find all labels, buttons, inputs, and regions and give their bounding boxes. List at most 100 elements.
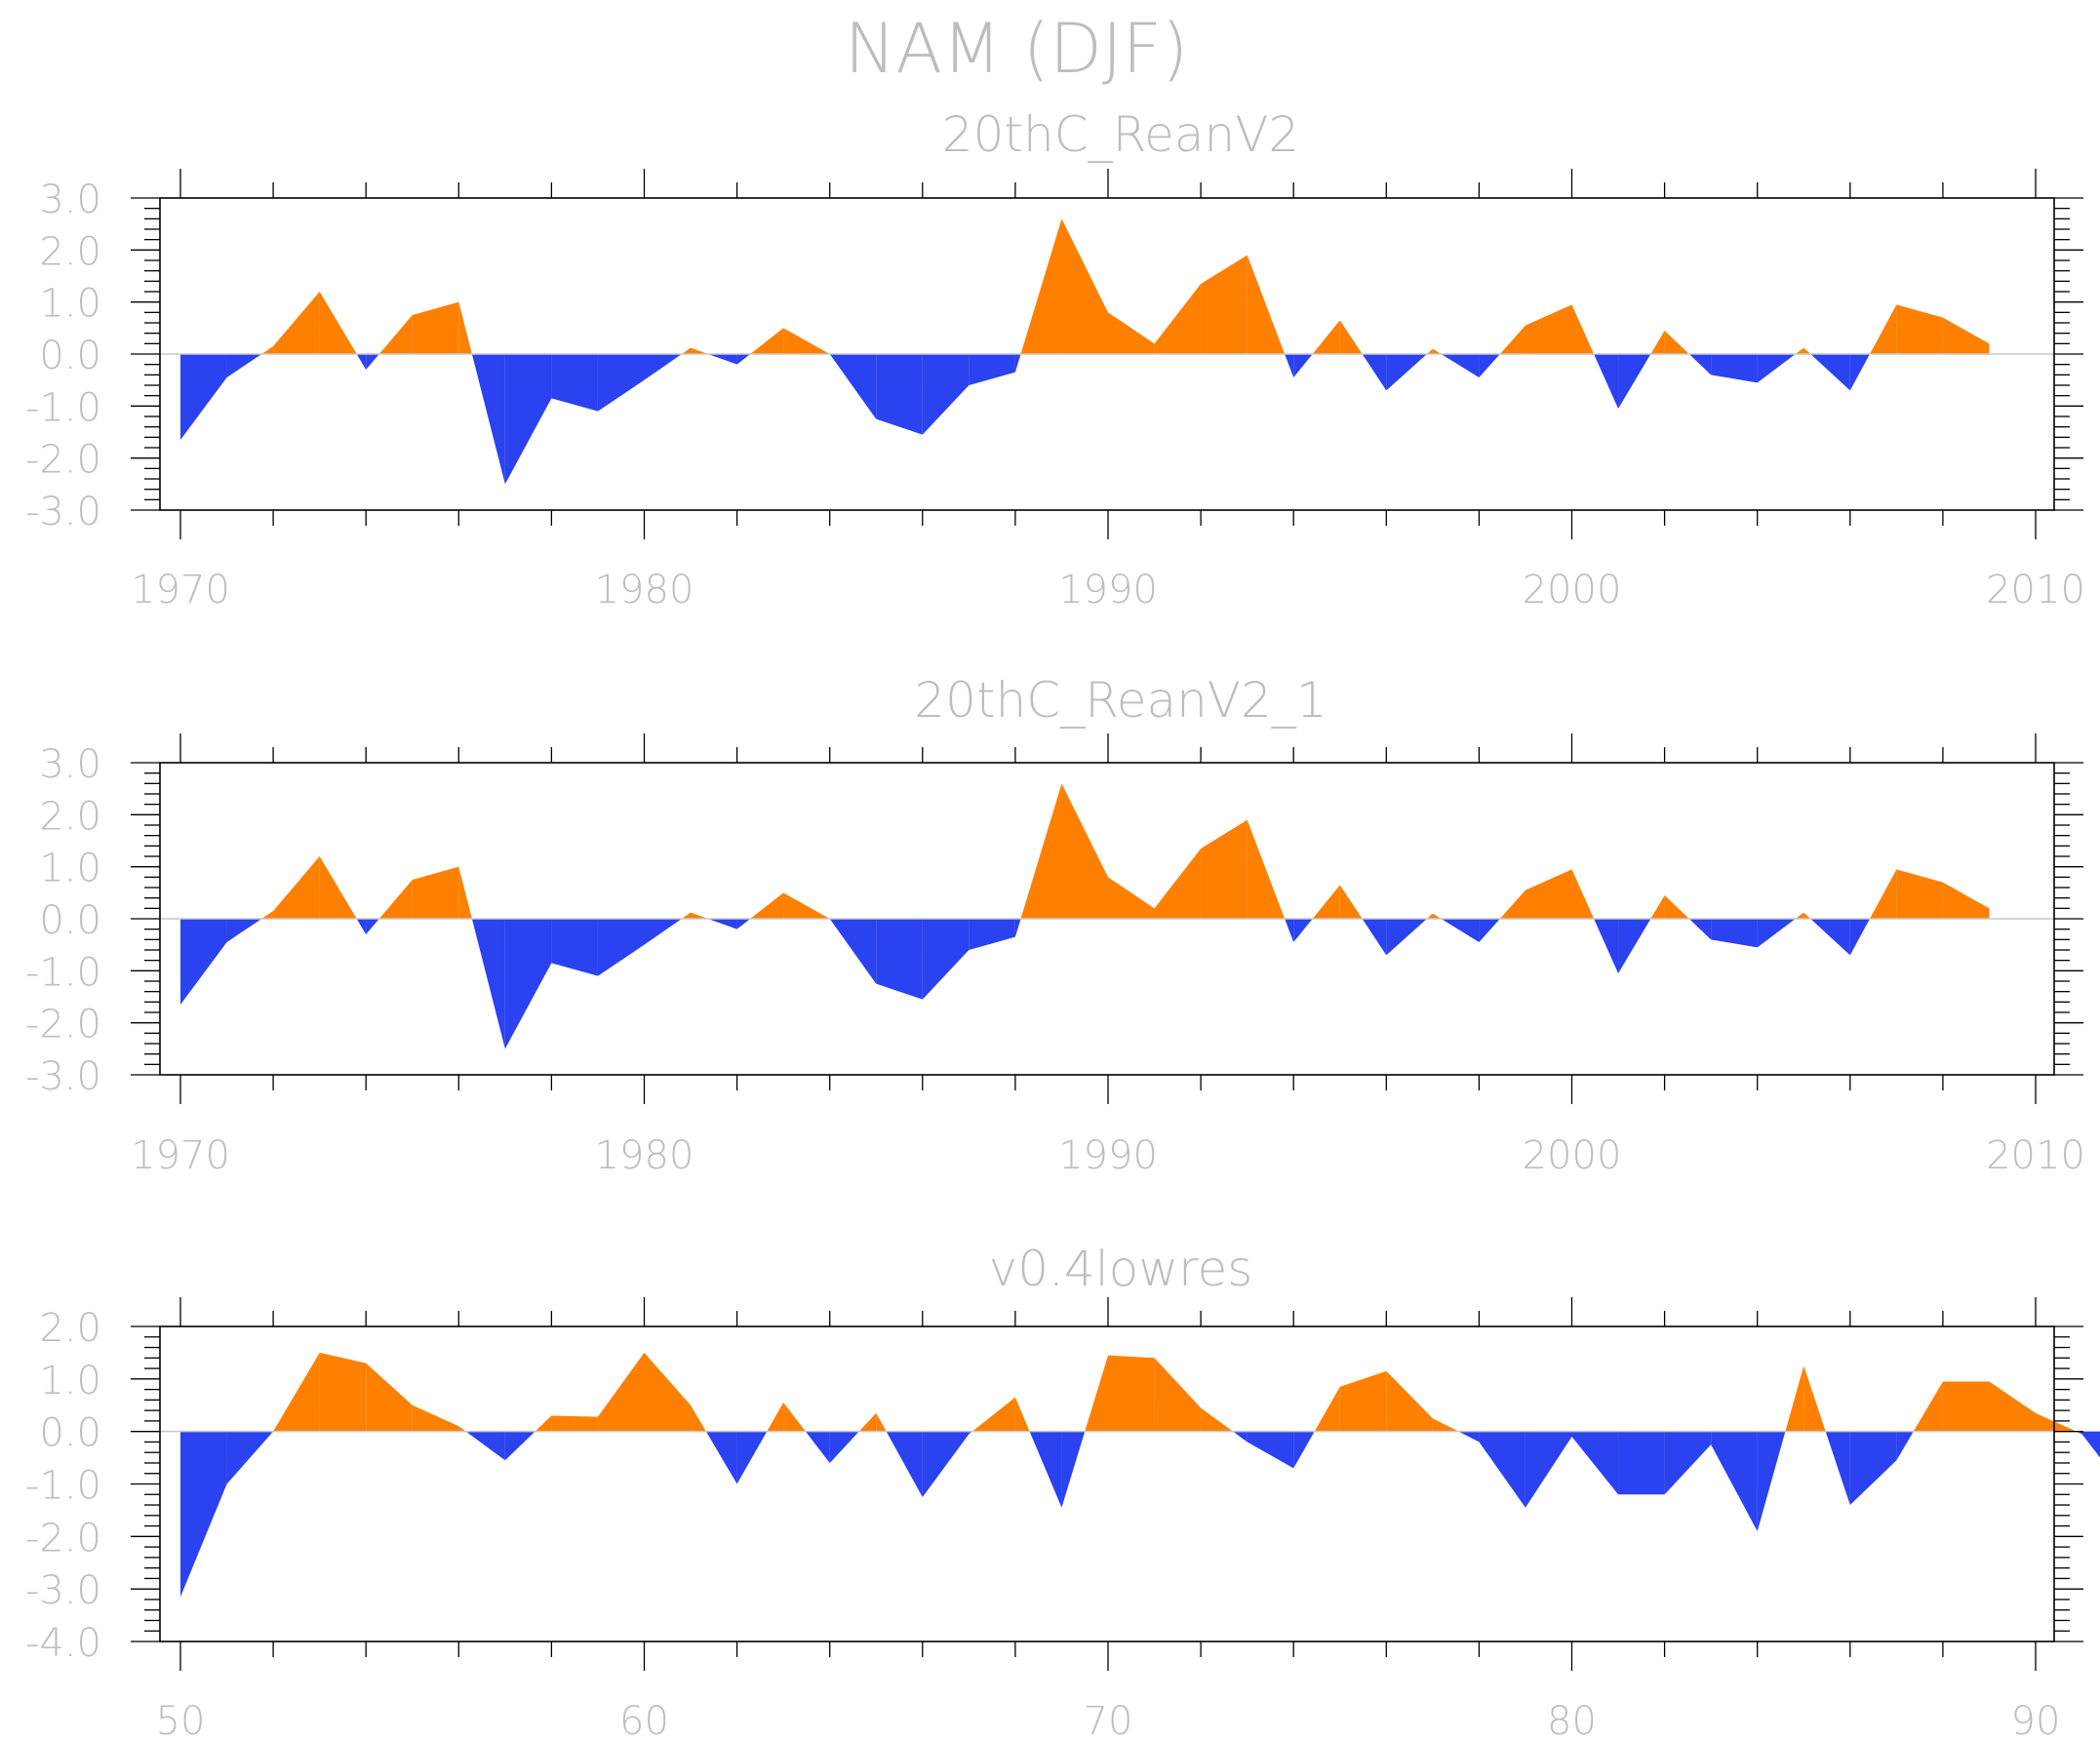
y-tick-label: -1.0	[25, 385, 101, 430]
positive-anomaly-area	[691, 347, 708, 354]
positive-anomaly-area	[1650, 331, 1665, 354]
y-tick-label: 2.0	[39, 1306, 101, 1351]
negative-anomaly-area	[644, 919, 682, 945]
negative-anomaly-area	[1293, 354, 1313, 377]
positive-anomaly-area	[1312, 320, 1340, 354]
panel-title: v0.4lowres	[989, 1241, 1253, 1297]
positive-anomaly-area	[1803, 347, 1811, 354]
positive-anomaly-area	[1571, 304, 1595, 354]
negative-anomaly-area	[504, 1431, 535, 1461]
positive-anomaly-area	[1339, 885, 1363, 919]
x-tick-label: 2000	[1523, 1133, 1622, 1178]
negative-anomaly-area	[1233, 1431, 1248, 1443]
positive-anomaly-area	[261, 911, 274, 919]
negative-anomaly-area	[1810, 354, 1850, 391]
negative-anomaly-area	[876, 354, 923, 435]
negative-anomaly-area	[1479, 1431, 1525, 1508]
positive-anomaly-area	[1154, 849, 1202, 919]
panels-container: 20thC_ReanV2 -3.0 -2.0 -1.0 0.0 1.0 2.0 3.0 1970…	[25, 106, 2100, 1740]
negative-anomaly-area	[736, 354, 751, 365]
negative-anomaly-area	[829, 919, 877, 984]
positive-anomaly-area	[1942, 1381, 1990, 1432]
negative-anomaly-area	[1293, 919, 1313, 942]
positive-anomaly-area	[1314, 1386, 1340, 1432]
negative-anomaly-area	[1285, 919, 1294, 942]
positive-anomaly-area	[1154, 1358, 1202, 1432]
y-tick-label: -3.0	[25, 490, 101, 534]
positive-anomaly-area	[1432, 348, 1442, 354]
negative-anomaly-area	[1571, 1431, 1619, 1495]
negative-anomaly-area	[551, 354, 598, 412]
positive-anomaly-area	[750, 892, 784, 919]
positive-anomaly-area	[876, 1412, 887, 1432]
positive-anomaly-area	[1525, 869, 1572, 919]
negative-anomaly-area	[471, 354, 505, 485]
positive-anomaly-area	[1795, 912, 1804, 919]
negative-anomaly-area	[876, 919, 923, 1000]
x-tick-label: 1990	[1058, 1133, 1158, 1178]
positive-anomaly-area	[261, 346, 274, 354]
negative-anomaly-area	[226, 1431, 274, 1484]
negative-anomaly-area	[1061, 1431, 1086, 1508]
negative-anomaly-area	[707, 919, 737, 929]
positive-anomaly-area	[1664, 895, 1689, 919]
x-tick-label: 70	[1084, 1699, 1133, 1740]
negative-anomaly-area	[2081, 1431, 2100, 1458]
positive-anomaly-area	[1339, 1370, 1387, 1432]
negative-anomaly-area	[1711, 919, 1758, 948]
negative-anomaly-area	[1849, 1431, 1897, 1506]
y-tick-label: 1.0	[39, 1359, 101, 1404]
negative-anomaly-area	[504, 919, 552, 1049]
positive-anomaly-area	[1426, 348, 1433, 354]
positive-anomaly-area	[1989, 1381, 2036, 1432]
positive-anomaly-area	[273, 856, 320, 919]
negative-anomaly-area	[1618, 354, 1651, 409]
positive-anomaly-area	[691, 1404, 706, 1432]
positive-anomaly-area	[767, 1403, 784, 1432]
positive-anomaly-area	[366, 1363, 413, 1432]
negative-anomaly-area	[1014, 919, 1021, 937]
negative-anomaly-area	[551, 919, 598, 976]
negative-anomaly-area	[1688, 919, 1712, 940]
negative-anomaly-area	[1711, 354, 1758, 383]
y-tick-label: 3.0	[39, 742, 101, 787]
positive-anomaly-area	[1201, 819, 1248, 919]
negative-anomaly-area	[1849, 354, 1870, 391]
positive-anomaly-area	[858, 1412, 877, 1432]
negative-anomaly-area	[969, 919, 1015, 950]
positive-anomaly-area	[1339, 320, 1363, 354]
positive-anomaly-area	[1312, 885, 1340, 919]
negative-anomaly-area	[886, 1431, 923, 1497]
positive-anomaly-area	[1201, 255, 1248, 354]
negative-anomaly-area	[922, 354, 970, 435]
main-title: NAM (DJF)	[845, 9, 1188, 89]
negative-anomaly-area	[180, 1431, 227, 1598]
negative-anomaly-area	[1362, 354, 1387, 391]
negative-anomaly-area	[465, 1431, 505, 1461]
negative-anomaly-area	[1757, 354, 1796, 383]
y-tick-label: 0.0	[39, 334, 101, 378]
x-tick-label: 1990	[1058, 568, 1158, 613]
positive-anomaly-area	[1085, 1355, 1108, 1432]
positive-anomaly-area	[681, 347, 692, 354]
negative-anomaly-area	[1247, 1431, 1294, 1469]
x-tick-label: 90	[2011, 1699, 2061, 1740]
negative-anomaly-area	[705, 1431, 737, 1484]
positive-anomaly-area	[1108, 312, 1155, 354]
positive-anomaly-area	[412, 866, 459, 919]
positive-anomaly-area	[1020, 783, 1062, 919]
negative-anomaly-area	[597, 919, 645, 976]
positive-anomaly-area	[1571, 869, 1595, 919]
negative-anomaly-area	[366, 919, 379, 934]
negative-anomaly-area	[1810, 919, 1850, 956]
negative-anomaly-area	[1711, 1431, 1758, 1531]
positive-anomaly-area	[1201, 1407, 1234, 1432]
positive-anomaly-area	[1154, 284, 1202, 354]
negative-anomaly-area	[922, 1431, 970, 1497]
positive-anomaly-area	[1913, 1381, 1943, 1432]
negative-anomaly-area	[922, 919, 970, 1000]
positive-anomaly-area	[273, 292, 320, 354]
negative-anomaly-area	[471, 919, 505, 1049]
negative-anomaly-area	[1618, 919, 1651, 973]
